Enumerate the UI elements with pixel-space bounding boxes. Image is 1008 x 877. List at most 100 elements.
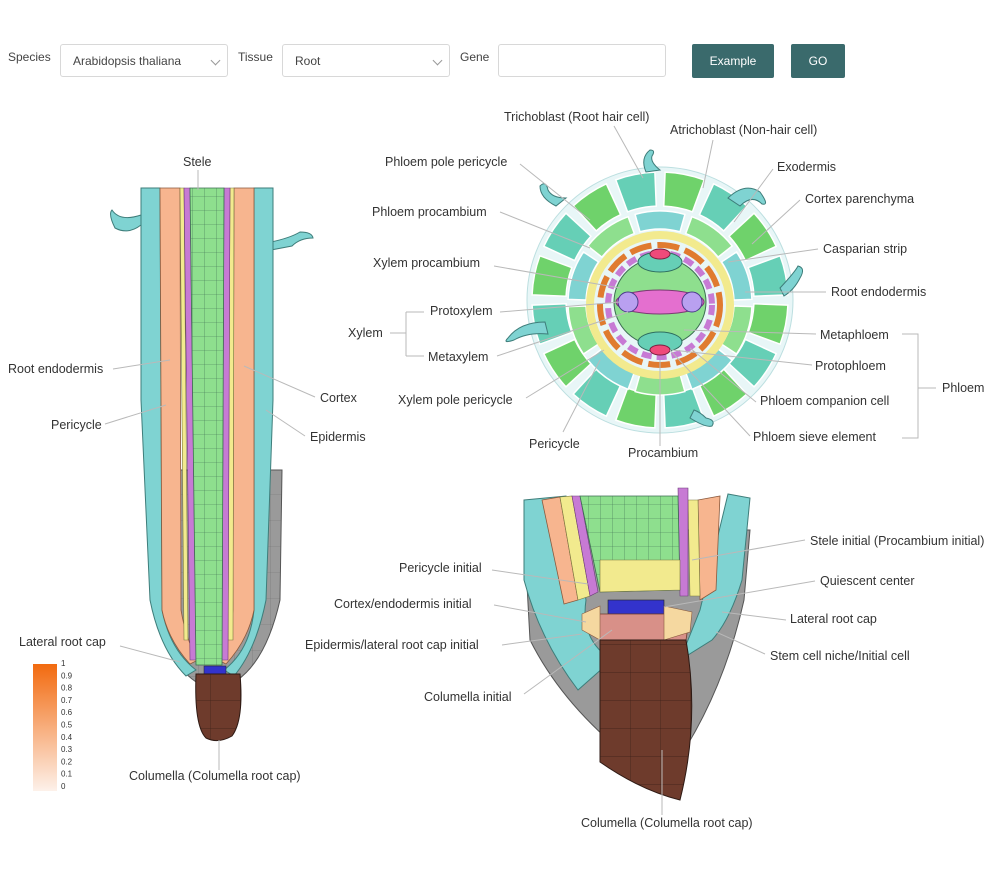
label-exodermis: Exodermis xyxy=(777,160,836,174)
label-xylem: Xylem xyxy=(348,326,383,340)
cs-root-hair xyxy=(505,321,549,343)
label-phloem-procambium: Phloem procambium xyxy=(372,205,487,219)
label-pericycle-initial: Pericycle initial xyxy=(399,561,482,575)
tip-quiescent-center xyxy=(607,599,665,615)
label-phloem-pole-pericycle: Phloem pole pericycle xyxy=(385,155,507,169)
example-button[interactable]: Example xyxy=(692,44,774,78)
label-cortex-long: Cortex xyxy=(320,391,358,405)
cross-section-labels: Trichoblast (Root hair cell) Atrichoblas… xyxy=(348,110,984,460)
label-trichoblast: Trichoblast (Root hair cell) xyxy=(504,110,649,124)
cortex-column-right xyxy=(217,187,255,665)
cs-cortex-cell xyxy=(634,210,686,233)
stele-cells xyxy=(190,188,224,665)
label-casparian-strip: Casparian strip xyxy=(823,242,907,256)
pericycle-column-left xyxy=(183,187,197,661)
label-columella-long: Columella (Columella root cap) xyxy=(129,769,301,783)
label-cortex-parenchyma: Cortex parenchyma xyxy=(805,192,914,206)
scale-tick-label: 0.4 xyxy=(61,733,73,742)
stele-column xyxy=(189,187,225,666)
tip-columella xyxy=(599,639,693,801)
cs-epidermis-cell xyxy=(698,182,748,232)
cs-root-hairs xyxy=(505,149,804,427)
cs-cortex-ring xyxy=(567,210,753,396)
columella-cells xyxy=(195,674,241,741)
tip-columella-cells xyxy=(600,640,692,800)
root-tip-diagram xyxy=(523,487,751,801)
scale-tick-label: 0.8 xyxy=(61,684,73,693)
chevron-down-icon xyxy=(210,55,221,66)
cs-cortex-cell xyxy=(567,305,600,356)
tip-cortex-right xyxy=(697,495,721,601)
tissue-label: Tissue xyxy=(238,50,273,64)
cs-epidermis-cell xyxy=(572,182,622,232)
label-lateral-root-cap-long: Lateral root cap xyxy=(19,635,106,649)
cortex-column-left xyxy=(159,187,199,665)
cross-section-diagram xyxy=(505,149,804,434)
go-button[interactable]: GO xyxy=(791,44,845,78)
tip-stele-initials xyxy=(599,559,681,593)
cs-root-hair xyxy=(539,183,568,207)
expression-scale: 1 0.9 0.8 0.7 0.6 0.5 0.4 0.3 0.2 0.1 0 xyxy=(33,659,73,791)
scale-tick-label: 0 xyxy=(61,782,66,791)
cs-epidermis-cell xyxy=(728,338,778,388)
cs-epidermis-cell xyxy=(614,171,658,213)
scale-tick-label: 0.7 xyxy=(61,696,73,705)
tip-lateral-root-cap xyxy=(523,529,751,761)
tip-endodermis-left xyxy=(559,495,591,601)
cs-epidermis-cell xyxy=(662,387,706,429)
cross-section-background xyxy=(526,166,794,434)
tip-columella-initial xyxy=(595,613,691,641)
scale-tick-label: 0.1 xyxy=(61,770,73,779)
cs-metaxylem-left xyxy=(617,291,639,313)
cs-cortex-cell xyxy=(586,215,636,259)
cs-epidermis-cell xyxy=(531,302,573,346)
scale-tick-label: 1 xyxy=(61,659,66,668)
cs-root-hair xyxy=(779,265,804,297)
scale-tick-label: 0.3 xyxy=(61,745,73,754)
cs-epidermis-cell xyxy=(614,387,658,429)
label-metaxylem: Metaxylem xyxy=(428,350,488,364)
cs-root-hair xyxy=(689,409,714,427)
longitudinal-root-diagram xyxy=(110,187,314,742)
label-epidermis-lrc-initial: Epidermis/lateral root cap initial xyxy=(305,638,479,652)
label-stele-initial: Stele initial (Procambium initial) xyxy=(810,534,984,548)
cs-root-hair xyxy=(727,187,766,207)
columella-shape xyxy=(195,673,242,742)
scale-tick-label: 0.5 xyxy=(61,721,73,730)
endodermis-column-left xyxy=(179,187,189,641)
cs-cortex-cell xyxy=(567,250,600,301)
epidermis-column-right xyxy=(223,187,274,677)
scale-labels: 1 0.9 0.8 0.7 0.6 0.5 0.4 0.3 0.2 0.1 0 xyxy=(61,659,73,791)
label-epidermis-long: Epidermis xyxy=(310,430,366,444)
root-hair-right xyxy=(270,231,314,251)
gene-input[interactable] xyxy=(498,44,666,77)
pericycle-column-right xyxy=(221,187,231,661)
species-label: Species xyxy=(8,50,51,64)
label-lateral-root-cap-tip: Lateral root cap xyxy=(790,612,877,626)
cs-stele-core xyxy=(613,257,707,347)
label-protophloem: Protophloem xyxy=(815,359,886,373)
label-atrichoblast: Atrichoblast (Non-hair cell) xyxy=(670,123,817,137)
tip-stele xyxy=(579,495,681,593)
cs-root-hair xyxy=(643,149,662,173)
label-stele: Stele xyxy=(183,155,212,169)
cs-cortex-cell xyxy=(720,250,753,301)
tip-epidermis-right xyxy=(678,493,751,662)
longitudinal-labels: Stele Root endodermis Pericycle Cortex E… xyxy=(8,155,366,783)
cs-phloem-bottom xyxy=(637,331,683,353)
tip-pericycle-right xyxy=(677,487,689,597)
tip-cortex-endo-initial-left xyxy=(581,605,601,641)
cs-epidermis-cell xyxy=(747,302,789,346)
chevron-down-icon xyxy=(432,55,443,66)
cs-cortex-cell xyxy=(684,347,734,391)
cs-pericycle-ring xyxy=(605,250,715,360)
tissue-select[interactable]: Root xyxy=(282,44,450,77)
label-xylem-procambium: Xylem procambium xyxy=(373,256,480,270)
cs-cortex-cell xyxy=(720,305,753,356)
cs-xylem-band xyxy=(615,289,705,315)
gene-label: Gene xyxy=(460,50,490,64)
tissue-value: Root xyxy=(295,54,321,68)
tip-cortex-endo-initial-right xyxy=(663,605,693,641)
species-select[interactable]: Arabidopsis thaliana xyxy=(60,44,228,77)
